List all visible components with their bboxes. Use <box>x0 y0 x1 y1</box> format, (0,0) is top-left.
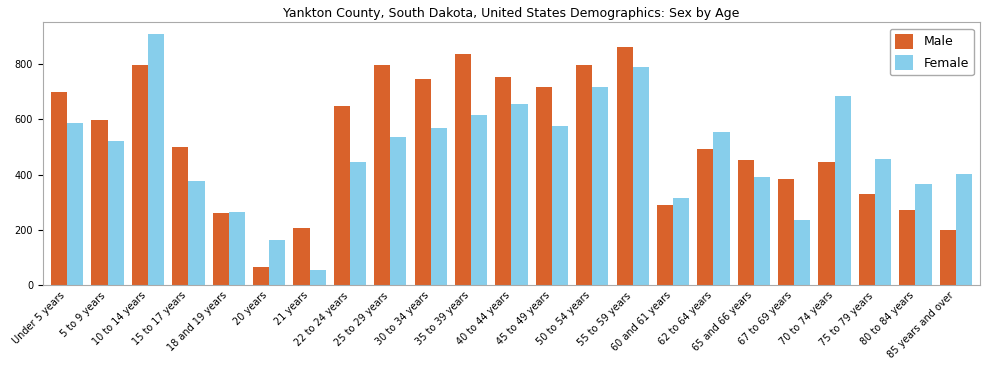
Bar <box>657 205 672 286</box>
Bar <box>132 65 148 286</box>
Bar <box>188 181 204 286</box>
Bar <box>794 220 810 286</box>
Bar <box>212 213 229 286</box>
Bar <box>430 128 447 286</box>
Bar <box>551 126 568 286</box>
Bar <box>495 77 511 286</box>
Bar <box>616 47 632 286</box>
Bar <box>148 34 164 286</box>
Bar <box>914 185 931 286</box>
Bar <box>592 87 607 286</box>
Bar <box>511 104 528 286</box>
Bar <box>107 141 123 286</box>
Bar <box>92 120 107 286</box>
Bar <box>333 106 350 286</box>
Bar <box>632 67 648 286</box>
Bar <box>172 147 188 286</box>
Bar <box>229 212 245 286</box>
Bar <box>672 198 688 286</box>
Bar <box>858 193 875 286</box>
Bar <box>293 228 310 286</box>
Bar <box>777 179 794 286</box>
Legend: Male, Female: Male, Female <box>888 29 973 76</box>
Title: Yankton County, South Dakota, United States Demographics: Sex by Age: Yankton County, South Dakota, United Sta… <box>283 7 739 20</box>
Bar <box>696 149 713 286</box>
Bar <box>753 177 769 286</box>
Bar <box>713 132 729 286</box>
Bar <box>737 160 753 286</box>
Bar <box>67 123 83 286</box>
Bar <box>455 54 470 286</box>
Bar <box>875 159 890 286</box>
Bar <box>817 162 834 286</box>
Bar <box>576 65 592 286</box>
Bar <box>51 92 67 286</box>
Bar <box>374 65 389 286</box>
Bar <box>898 210 914 286</box>
Bar <box>954 174 971 286</box>
Bar <box>834 96 850 286</box>
Bar <box>389 137 406 286</box>
Bar <box>470 115 487 286</box>
Bar <box>414 79 430 286</box>
Bar <box>252 267 269 286</box>
Bar <box>535 87 551 286</box>
Bar <box>269 240 285 286</box>
Bar <box>350 162 366 286</box>
Bar <box>939 230 954 286</box>
Bar <box>310 270 325 286</box>
